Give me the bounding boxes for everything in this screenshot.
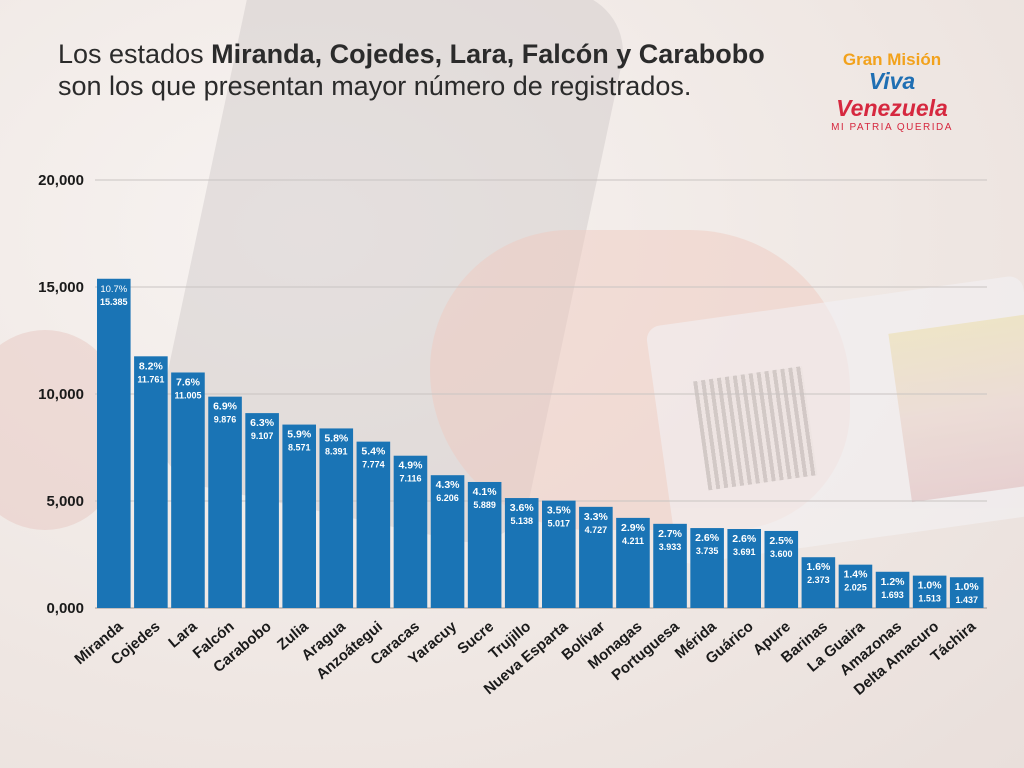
percent-label: 4.3% [436,479,461,491]
percent-label: 7.6% [176,376,201,388]
percent-label: 6.3% [250,417,275,429]
title-suffix: son los que presentan mayor número de re… [58,71,692,101]
value-label: 6.206 [436,493,459,503]
bar [579,506,613,608]
value-label: 3.933 [659,542,682,552]
percent-label: 1.2% [881,576,906,588]
percent-label: 1.0% [918,580,943,592]
value-label: 9.107 [251,431,274,441]
value-label: 1.513 [918,594,941,604]
percent-label: 10.7% [100,284,127,295]
bar [356,441,391,608]
bar [393,455,428,608]
bar [319,428,354,608]
value-label: 2.025 [844,583,867,593]
value-label: 3.735 [696,546,719,556]
value-label: 11.005 [174,390,201,400]
value-label: 7.116 [399,474,421,484]
bar [616,517,650,608]
bar [97,278,131,608]
value-label: 4.727 [585,525,608,535]
y-tick-label: 5,000 [46,493,84,510]
y-tick-label: 20,000 [38,172,84,189]
percent-label: 5.8% [324,432,349,444]
percent-label: 1.4% [843,569,868,581]
bar [653,523,687,608]
value-label: 5.889 [473,500,496,510]
value-label: 4.211 [622,536,644,546]
percent-label: 6.9% [213,401,238,413]
bar [504,498,539,608]
logo-line3: MI PATRIA QUERIDA [831,122,953,133]
percent-label: 3.3% [584,511,609,523]
percent-label: 5.9% [287,429,312,441]
bar [801,557,836,608]
bar [430,475,465,608]
value-label: 8.391 [325,446,348,456]
value-label: 3.600 [770,549,793,559]
percent-label: 5.4% [361,446,386,458]
bar [467,481,502,608]
page-title: Los estados Miranda, Cojedes, Lara, Falc… [58,38,818,102]
bar [282,424,316,608]
gran-mision-logo: Gran Misión Viva Venezuela MI PATRIA QUE… [812,50,972,133]
logo-line2a: Viva [868,68,916,94]
percent-label: 2.6% [695,532,720,544]
value-label: 2.373 [807,575,830,585]
y-tick-label: 15,000 [38,279,84,296]
bar [949,577,984,608]
logo-line2: Viva Venezuela [812,68,972,122]
value-label: 8.571 [288,443,311,453]
value-label: 11.761 [137,374,164,384]
percent-label: 4.1% [473,486,498,498]
value-label: 5.017 [548,519,571,529]
percent-label: 4.9% [398,460,423,472]
percent-label: 2.6% [732,533,757,545]
percent-label: 1.6% [806,561,831,573]
percent-label: 3.6% [510,502,535,514]
bar [838,564,873,608]
value-label: 1.437 [955,595,978,605]
percent-label: 1.0% [955,581,980,593]
bar [208,396,242,608]
percent-label: 2.9% [621,522,646,534]
value-label: 5.138 [510,516,533,526]
y-tick-label: 10,000 [38,386,84,403]
title-prefix: Los estados [58,39,212,69]
y-tick-label: 0,000 [46,600,84,617]
logo-line2b: Venezuela [836,95,948,121]
percent-label: 2.7% [658,528,683,540]
bar [171,372,205,608]
bar [690,528,724,608]
title-bold: Miranda, Cojedes, Lara, Falcón y Carabob… [211,39,765,69]
value-label: 7.774 [362,460,385,470]
value-label: 15.385 [100,297,128,307]
bar [912,575,947,608]
bar [134,356,168,608]
percent-label: 3.5% [547,505,572,517]
logo-line1: Gran Misión [842,50,942,69]
value-label: 9.876 [214,415,237,425]
percent-label: 2.5% [769,535,794,547]
percent-label: 8.2% [139,360,164,372]
bar [245,413,279,608]
value-label: 1.693 [881,590,904,600]
bar [727,529,761,608]
bar [764,530,799,608]
value-label: 3.691 [733,547,756,557]
bar [542,500,576,608]
bar [875,571,910,608]
